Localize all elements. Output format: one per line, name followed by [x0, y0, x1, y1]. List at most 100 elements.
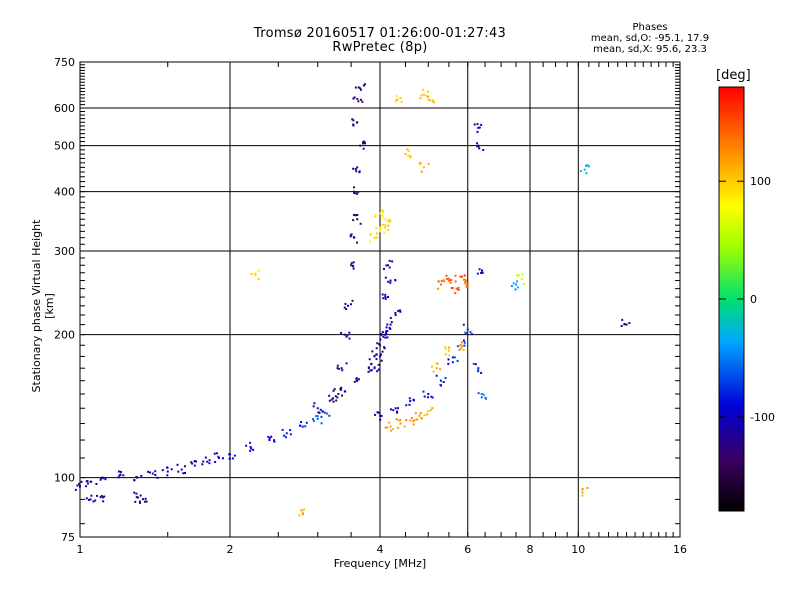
data-point	[348, 337, 351, 340]
data-point	[305, 421, 308, 424]
data-point	[328, 414, 331, 417]
data-point	[477, 392, 480, 395]
data-point	[359, 144, 362, 147]
data-point	[481, 269, 484, 272]
data-point	[289, 429, 292, 432]
data-point	[516, 280, 519, 283]
data-point	[451, 356, 454, 359]
data-point	[85, 485, 88, 488]
data-point	[437, 287, 440, 290]
data-point	[135, 492, 138, 495]
data-point	[213, 452, 216, 455]
data-point	[463, 281, 466, 284]
data-point	[463, 344, 466, 347]
data-point	[473, 123, 476, 126]
data-point	[336, 367, 339, 370]
data-point	[228, 457, 231, 460]
data-point	[387, 224, 390, 227]
data-point	[394, 407, 397, 410]
data-point	[87, 498, 90, 501]
data-point	[460, 275, 463, 278]
data-point	[367, 370, 370, 373]
data-point	[339, 388, 342, 391]
data-point	[406, 148, 409, 151]
data-point	[362, 84, 365, 87]
data-point	[370, 369, 373, 372]
data-point	[418, 161, 421, 164]
data-point	[333, 388, 336, 391]
data-point	[416, 418, 419, 421]
data-point	[521, 273, 524, 276]
data-point	[352, 261, 355, 264]
data-point	[344, 302, 347, 305]
data-point	[409, 400, 412, 403]
data-point	[353, 380, 356, 383]
data-point	[166, 474, 169, 477]
data-point	[356, 166, 359, 169]
data-point	[184, 471, 187, 474]
data-point	[411, 417, 414, 420]
data-point	[208, 462, 211, 465]
data-point	[362, 140, 365, 143]
data-point	[389, 281, 392, 284]
data-point	[315, 415, 318, 418]
data-point	[86, 480, 89, 483]
data-point	[514, 288, 517, 291]
data-point	[522, 282, 525, 285]
data-point	[382, 335, 385, 338]
data-point	[356, 214, 359, 217]
data-point	[351, 265, 354, 268]
data-point	[628, 322, 631, 325]
data-point	[461, 344, 464, 347]
data-point	[443, 280, 446, 283]
data-point	[328, 399, 331, 402]
data-point	[407, 150, 410, 153]
data-point	[352, 124, 355, 127]
data-point	[381, 209, 384, 212]
data-point	[447, 349, 450, 352]
data-point	[368, 358, 371, 361]
data-point	[620, 324, 623, 327]
data-point	[391, 428, 394, 431]
data-point	[397, 419, 400, 422]
data-point	[379, 344, 381, 347]
phase-stats-x: mean, sd,X: 95.6, 23.3	[593, 44, 707, 55]
data-point	[476, 130, 479, 133]
data-point	[480, 123, 483, 126]
data-point	[381, 223, 384, 226]
data-point	[321, 410, 324, 413]
colorbar-tick-label: 100	[750, 175, 771, 188]
data-point	[454, 280, 457, 283]
data-point	[376, 370, 379, 373]
data-point	[249, 446, 252, 449]
data-point	[425, 413, 428, 416]
data-point	[375, 236, 378, 239]
data-point	[382, 267, 385, 270]
data-point	[182, 472, 185, 475]
data-point	[397, 426, 400, 429]
data-point	[419, 163, 422, 166]
data-point	[447, 277, 450, 280]
data-point	[397, 407, 400, 410]
data-point	[587, 165, 590, 168]
data-point	[440, 280, 443, 283]
data-point	[369, 240, 372, 243]
data-point	[299, 424, 302, 427]
data-point	[143, 500, 146, 503]
data-point	[352, 219, 355, 222]
data-point	[382, 210, 385, 213]
data-point	[381, 331, 384, 334]
data-point	[399, 419, 402, 422]
chart-subtitle: RwPretec (8p)	[332, 40, 428, 55]
data-point	[353, 192, 356, 195]
data-point	[381, 214, 384, 217]
data-point	[387, 280, 390, 283]
data-point	[136, 496, 139, 499]
data-point	[284, 436, 287, 439]
data-point	[463, 341, 466, 344]
data-point	[300, 421, 303, 424]
y-tick-labels: 75 100 200 300 400 500 600 750	[54, 56, 75, 544]
data-point	[449, 281, 452, 284]
data-point	[273, 440, 276, 443]
data-point	[388, 220, 391, 223]
